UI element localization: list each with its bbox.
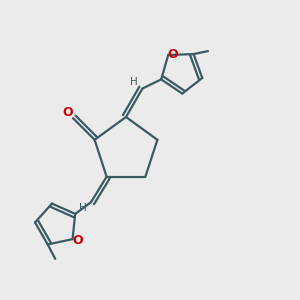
Text: O: O [168, 49, 178, 62]
Text: O: O [72, 235, 83, 248]
Text: H: H [130, 77, 137, 87]
Text: H: H [79, 203, 86, 213]
Text: O: O [62, 106, 73, 119]
